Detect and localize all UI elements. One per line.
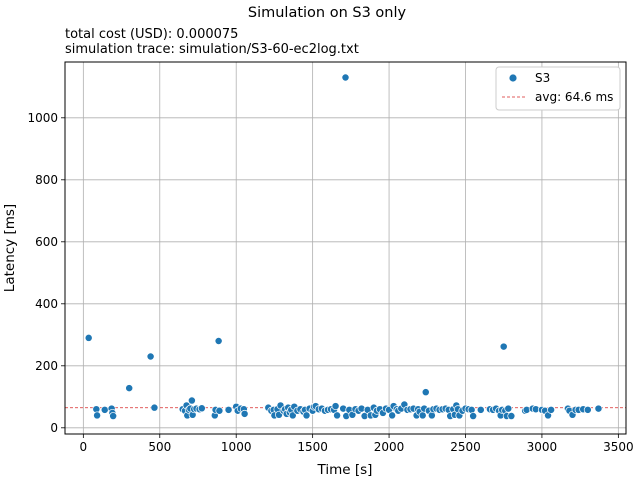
data-point [421, 388, 430, 397]
data-point [331, 402, 340, 411]
data-point [125, 384, 134, 393]
x-tick-label: 0 [80, 440, 88, 454]
y-tick-label: 1000 [27, 111, 58, 125]
x-tick-label: 1000 [221, 440, 252, 454]
data-point [507, 412, 516, 420]
x-axis-label: Time [s] [317, 462, 373, 478]
grid-lines [65, 62, 626, 434]
data-point [302, 411, 311, 420]
x-tick-label: 500 [148, 440, 171, 454]
legend-marker-s3 [508, 73, 518, 83]
data-point [594, 404, 603, 413]
data-point [84, 333, 93, 342]
y-axis-label: Latency [ms] [2, 204, 18, 292]
x-tick-label: 3500 [603, 440, 634, 454]
x-tick-label: 1500 [297, 440, 328, 454]
y-axis-ticks: 0 200 400 600 800 1000 [27, 111, 65, 435]
x-tick-label: 2500 [450, 440, 481, 454]
data-point [93, 411, 102, 420]
x-axis-ticks: 0 500 1000 1500 2000 2500 3000 3500 [80, 434, 634, 454]
legend-label-s3: S3 [535, 71, 550, 85]
x-tick-label: 3000 [527, 440, 558, 454]
legend-label-avg: avg: 64.6 ms [535, 90, 613, 104]
data-point [146, 352, 155, 361]
data-point [469, 412, 478, 420]
chart-title: Simulation on S3 only [248, 5, 407, 21]
data-point [187, 396, 196, 405]
x-tick-label: 2000 [374, 440, 405, 454]
data-point [499, 342, 508, 351]
y-tick-label: 200 [35, 359, 58, 373]
data-point [583, 405, 592, 414]
y-tick-label: 400 [35, 297, 58, 311]
legend-box [495, 66, 621, 111]
data-point [240, 409, 249, 418]
data-point [418, 411, 427, 420]
data-point [197, 404, 206, 413]
data-point [333, 411, 342, 420]
chart-subtitle-line-1: total cost (USD): 0.000075 [65, 27, 238, 42]
plot-area-frame [64, 61, 627, 435]
data-point [504, 404, 513, 413]
data-point [547, 405, 556, 414]
data-point [150, 403, 159, 412]
chart-subtitle-line-2: simulation trace: simulation/S3-60-ec2lo… [65, 42, 359, 57]
data-point [214, 337, 223, 345]
data-point [224, 405, 233, 414]
data-point [288, 411, 297, 420]
y-tick-label: 0 [50, 421, 58, 435]
data-point [388, 411, 397, 420]
y-tick-label: 600 [35, 235, 58, 249]
data-point [341, 73, 350, 82]
data-point [109, 412, 118, 420]
data-points [84, 73, 603, 420]
y-tick-label: 800 [35, 173, 58, 187]
legend: S3 avg: 64.6 ms [495, 66, 621, 111]
data-point [100, 405, 109, 414]
data-point [476, 405, 485, 414]
data-point [215, 406, 224, 415]
